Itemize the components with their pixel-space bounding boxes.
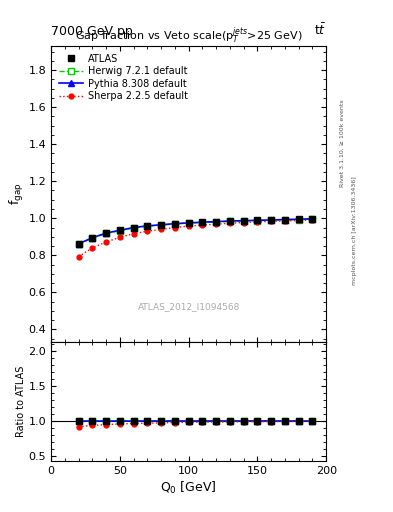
X-axis label: Q$_0$ [GeV]: Q$_0$ [GeV] [160, 480, 217, 496]
Text: Rivet 3.1.10, ≥ 100k events: Rivet 3.1.10, ≥ 100k events [340, 99, 345, 187]
Text: 7000 GeV pp: 7000 GeV pp [51, 26, 133, 38]
Y-axis label: f$_{\mathrm{gap}}$: f$_{\mathrm{gap}}$ [8, 183, 26, 205]
Text: mcplots.cern.ch [arXiv:1306.3436]: mcplots.cern.ch [arXiv:1306.3436] [352, 176, 357, 285]
Legend: ATLAS, Herwig 7.2.1 default, Pythia 8.308 default, Sherpa 2.2.5 default: ATLAS, Herwig 7.2.1 default, Pythia 8.30… [56, 51, 191, 104]
Y-axis label: Ratio to ATLAS: Ratio to ATLAS [16, 366, 26, 437]
Text: ATLAS_2012_I1094568: ATLAS_2012_I1094568 [138, 302, 240, 311]
Title: Gap fraction vs Veto scale(p$_T^{jets}$>25 GeV): Gap fraction vs Veto scale(p$_T^{jets}$>… [75, 25, 302, 46]
Text: t$\bar{t}$: t$\bar{t}$ [314, 23, 326, 38]
